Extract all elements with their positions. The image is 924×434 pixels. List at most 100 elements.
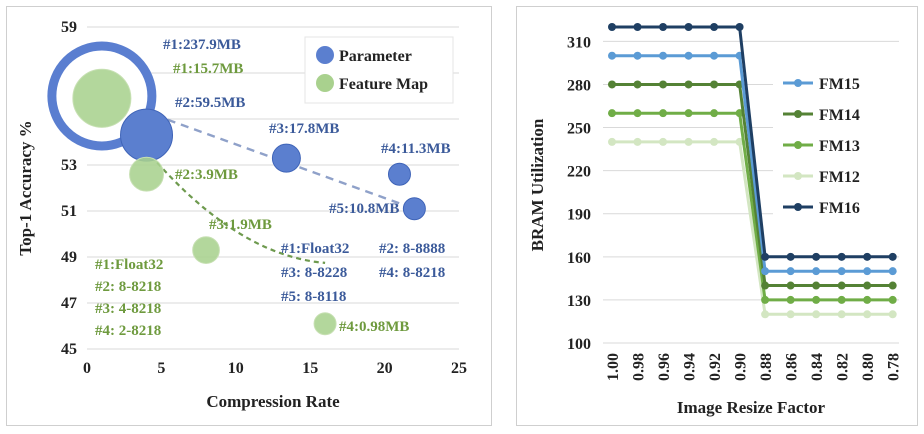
feature-map-bubble: [192, 236, 220, 264]
feature-map-key-text: #2: 8-8218: [95, 279, 161, 295]
x-axis-title: Image Resize Factor: [677, 398, 826, 417]
y-tick-label: 100: [567, 336, 591, 353]
x-tick-label: 0.88: [758, 353, 775, 381]
x-tick-label: 0.84: [809, 353, 826, 381]
data-point: [710, 80, 719, 89]
legend-label: FM15: [819, 76, 860, 93]
bram-utilization-plot: 100 130 160 190 220 250 280 310 1.00 0.98 0.96 0.94…: [528, 23, 913, 417]
data-point: [888, 252, 897, 261]
legend-label: FM12: [819, 169, 860, 186]
y-axis-title: Top-1 Accuracy %: [16, 120, 35, 255]
data-point: [659, 51, 668, 60]
data-point: [761, 281, 770, 290]
parameter-key-text: #1:Float32: [281, 241, 349, 257]
y-tick-label: 51: [61, 203, 77, 220]
x-axis-title: Compression Rate: [206, 392, 340, 411]
x-tick-label: 0.96: [656, 353, 673, 381]
legend-marker: [794, 79, 802, 87]
feature-map-trendline: [100, 90, 326, 264]
feature-map-key-text: #4: 2-8218: [95, 323, 161, 339]
data-point: [786, 281, 795, 290]
data-point: [608, 23, 616, 31]
legend-label: Feature Map: [339, 76, 428, 93]
data-point: [684, 51, 693, 60]
feature-map-point-label: #4:0.98MB: [339, 319, 409, 335]
x-tick-label: 0.82: [835, 353, 852, 381]
legend-label: Parameter: [339, 48, 412, 65]
legend-marker-parameter: [316, 46, 334, 64]
y-axis-title: BRAM Utilization: [528, 118, 547, 251]
x-tick-label: 10: [228, 360, 244, 377]
feature-map-point-label: #3:1.9MB: [209, 217, 272, 233]
parameter-key-text: #2: 8-8888: [379, 241, 445, 257]
data-point: [812, 252, 821, 261]
accuracy-compression-plot: 45474951535557590510152025Compression Ra…: [16, 19, 467, 411]
legend: Parameter Feature Map: [304, 36, 454, 104]
legend-label: FM16: [819, 200, 860, 217]
data-point: [735, 137, 744, 146]
data-point: [659, 80, 668, 89]
data-point: [735, 23, 744, 31]
series-line-fm15: [612, 54, 893, 273]
data-point: [837, 281, 846, 290]
feature-map-key-text: #3: 4-8218: [95, 301, 161, 317]
bram-utilization-chart: 100 130 160 190 220 250 280 310 1.00 0.98 0.96 0.94…: [516, 6, 918, 426]
x-tick-label: 0.90: [733, 353, 750, 381]
parameter-key-text: #5: 8-8118: [281, 289, 346, 305]
parameter-bubble: [387, 162, 411, 186]
x-tick-label: 0.98: [631, 353, 648, 381]
data-point: [786, 295, 795, 304]
data-point: [659, 109, 668, 118]
data-point: [710, 23, 719, 31]
legend-label: FM14: [819, 107, 860, 124]
data-point: [863, 252, 872, 261]
x-tick-label: 15: [302, 360, 318, 377]
data-point: [710, 137, 719, 146]
data-point: [633, 80, 642, 89]
legend-marker: [794, 172, 802, 180]
parameter-point-label: #1:237.9MB: [163, 37, 241, 53]
feature-map-bubble: [129, 156, 164, 192]
data-point: [837, 295, 846, 304]
data-point: [710, 51, 719, 60]
x-tick-label: 1.00: [605, 353, 622, 381]
x-tick-label: 0: [83, 360, 91, 377]
data-point: [633, 51, 642, 60]
y-tick-label: 310: [567, 34, 591, 51]
data-point: [863, 310, 872, 319]
feature-map-point-label: #1:15.7MB: [173, 61, 243, 77]
legend-marker: [794, 110, 802, 118]
data-point: [633, 109, 642, 118]
data-point: [761, 252, 770, 261]
y-tick-label: 45: [61, 341, 77, 358]
data-point: [684, 109, 693, 118]
data-point: [888, 295, 897, 304]
feature-map-bubble: [313, 312, 337, 336]
parameter-point-label: #2:59.5MB: [175, 95, 245, 111]
y-tick-label: 160: [567, 250, 591, 267]
y-tick-label: 190: [567, 207, 591, 224]
data-point: [684, 80, 693, 89]
data-point: [659, 23, 668, 31]
series-line-fm12: [612, 140, 893, 316]
data-point: [608, 109, 616, 118]
y-tick-label: 49: [61, 249, 77, 266]
x-tick-label: 0.94: [682, 353, 699, 381]
data-point: [684, 137, 693, 146]
series-line-fm14: [612, 83, 893, 287]
y-tick-label: 220: [567, 164, 591, 181]
data-point: [633, 23, 642, 31]
legend-marker: [794, 203, 802, 211]
data-point: [608, 51, 616, 60]
data-point: [608, 137, 616, 146]
data-point: [863, 281, 872, 290]
feature-map-key-text: #1:Float32: [95, 257, 163, 273]
data-point: [837, 267, 846, 276]
data-point: [888, 310, 897, 319]
data-point: [863, 267, 872, 276]
feature-map-point-label: #2:3.9MB: [175, 167, 238, 183]
data-point: [761, 310, 770, 319]
parameter-key-text: #3: 8-8228: [281, 265, 347, 281]
y-tick-label: 280: [567, 77, 591, 94]
y-tick-label: 47: [61, 295, 77, 312]
